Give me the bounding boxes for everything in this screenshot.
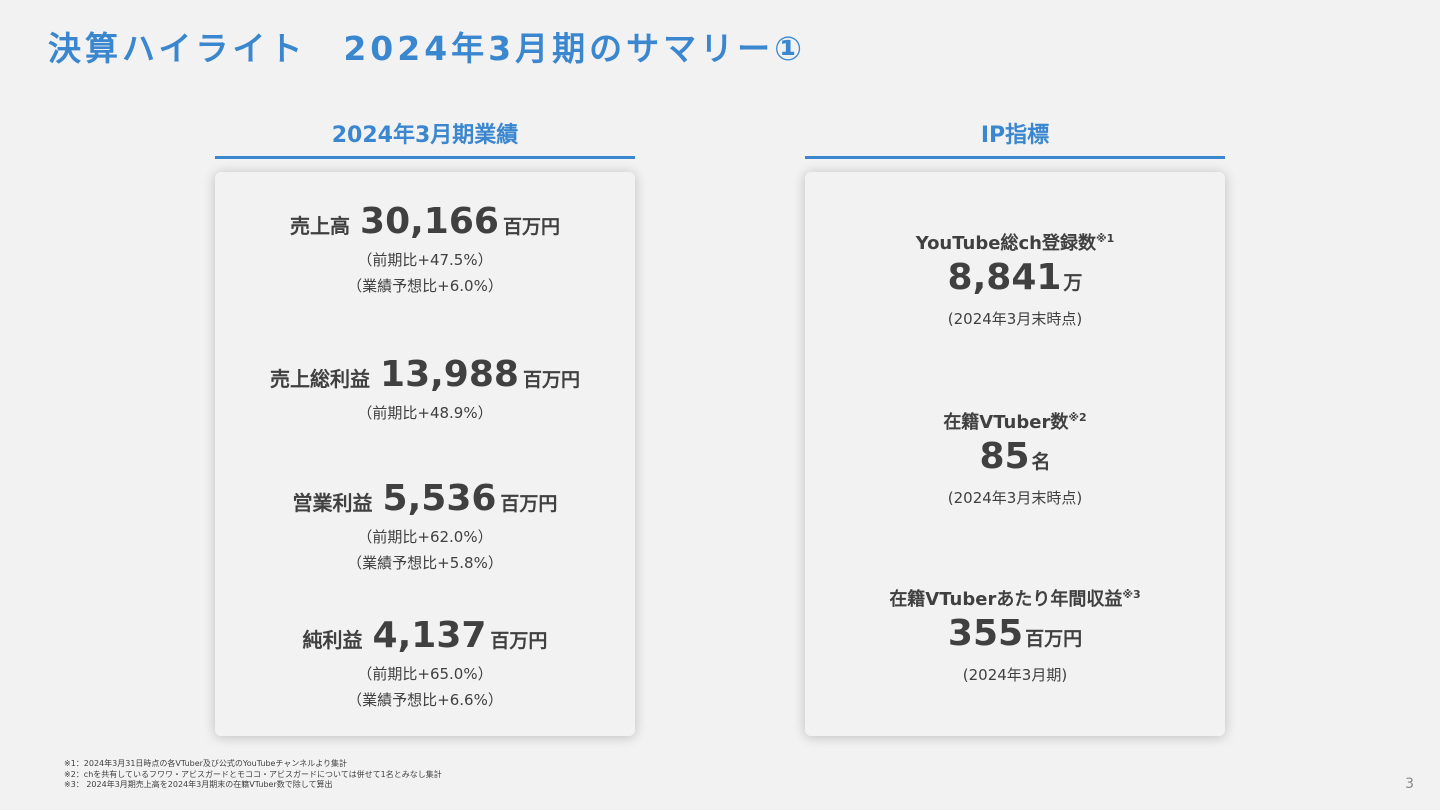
ip-metric-label: 在籍VTuber数 [943,412,1069,433]
slide-title: 決算ハイライト 2024年3月期のサマリー① [48,29,807,68]
metric-operating-profit: 営業利益 5,536 百万円 （前期比+62.0%） （業績予想比+5.8%） [215,474,635,576]
ip-metric-unit: 名 [1031,451,1051,473]
ip-metric-note: (2024年3月末時点) [947,310,1083,328]
ip-column: IP指標 YouTube総ch登録数※1 8,841 万 (2024年3月末時点)… [805,118,1225,736]
metric-unit: 百万円 [522,369,580,391]
ip-header-rule [805,156,1225,159]
footnotes: ※1：2024年3月31日時点の各VTuber及び公式のYouTubeチャンネル… [64,759,442,791]
ip-metric-unit: 万 [1063,272,1083,294]
footnote-ref: ※3 [1122,588,1141,601]
ip-metric-subscribers: YouTube総ch登録数※1 8,841 万 (2024年3月末時点) [805,224,1225,332]
results-header: 2024年3月期業績 [331,123,519,148]
page-number: 3 [1405,776,1414,792]
metric-label: 営業利益 [292,491,373,515]
footnote-3: ※3： 2024年3月期売上高を2024年3月期末の在籍VTuber数で除して算… [64,780,333,789]
metric-note-forecast: （業績予想比+5.8%） [347,554,503,572]
metric-net-sales: 売上高 30,166 百万円 （前期比+47.5%） （業績予想比+6.0%） [215,197,635,299]
metric-net-income: 純利益 4,137 百万円 （前期比+65.0%） （業績予想比+6.6%） [215,611,635,713]
ip-metric-note: (2024年3月期) [962,666,1068,684]
footnote-ref: ※1 [1095,232,1115,245]
metric-note-yoy: （前期比+65.0%） [357,665,493,683]
ip-metric-note: (2024年3月末時点) [947,489,1083,507]
ip-card: YouTube総ch登録数※1 8,841 万 (2024年3月末時点) 在籍VT… [805,172,1225,736]
ip-metric-unit: 百万円 [1025,628,1083,650]
footnote-2: ※2：chを共有しているフワワ・アビスガードとモココ・アビスガードについては併せ… [64,769,442,779]
ip-metric-value: 85 [979,436,1030,477]
metric-value: 4,137 [372,615,487,656]
ip-metric-vtuber-count: 在籍VTuber数※2 85 名 (2024年3月末時点) [805,403,1225,511]
results-header-rule [215,156,635,159]
metric-note-yoy: （前期比+47.5%） [357,251,493,269]
ip-header: IP指標 [980,123,1050,148]
metric-unit: 百万円 [502,216,560,238]
metric-gross-profit: 売上総利益 13,988 百万円 （前期比+48.9%） [215,350,635,426]
ip-metric-value: 8,841 [947,257,1062,298]
metric-unit: 百万円 [490,630,548,652]
results-card: 売上高 30,166 百万円 （前期比+47.5%） （業績予想比+6.0%） 売上… [215,172,635,736]
metric-label: 売上高 [290,214,351,238]
ip-metric-label: YouTube総ch登録数 [915,233,1096,254]
metric-label: 純利益 [302,628,363,652]
results-column: 2024年3月期業績 売上高 30,166 百万円 （前期比+47.5%） （業績予… [215,118,635,736]
metric-value: 5,536 [382,478,497,519]
metric-note-forecast: （業績予想比+6.6%） [347,691,503,709]
metric-note-forecast: （業績予想比+6.0%） [347,277,503,295]
metric-label: 売上総利益 [270,367,371,391]
ip-metric-revenue-per-vtuber: 在籍VTuberあたり年間収益※3 355 百万円 (2024年3月期) [805,580,1225,688]
ip-metric-label: 在籍VTuberあたり年間収益 [889,589,1123,610]
metric-note-yoy: （前期比+62.0%） [357,528,493,546]
footnote-ref: ※2 [1068,411,1087,424]
ip-metric-value: 355 [947,613,1024,654]
metric-value: 30,166 [360,201,499,242]
metric-note-yoy: （前期比+48.9%） [357,404,493,422]
footnote-1: ※1：2024年3月31日時点の各VTuber及び公式のYouTubeチャンネル… [64,759,348,768]
metric-value: 13,988 [380,354,519,395]
metric-unit: 百万円 [500,493,558,515]
